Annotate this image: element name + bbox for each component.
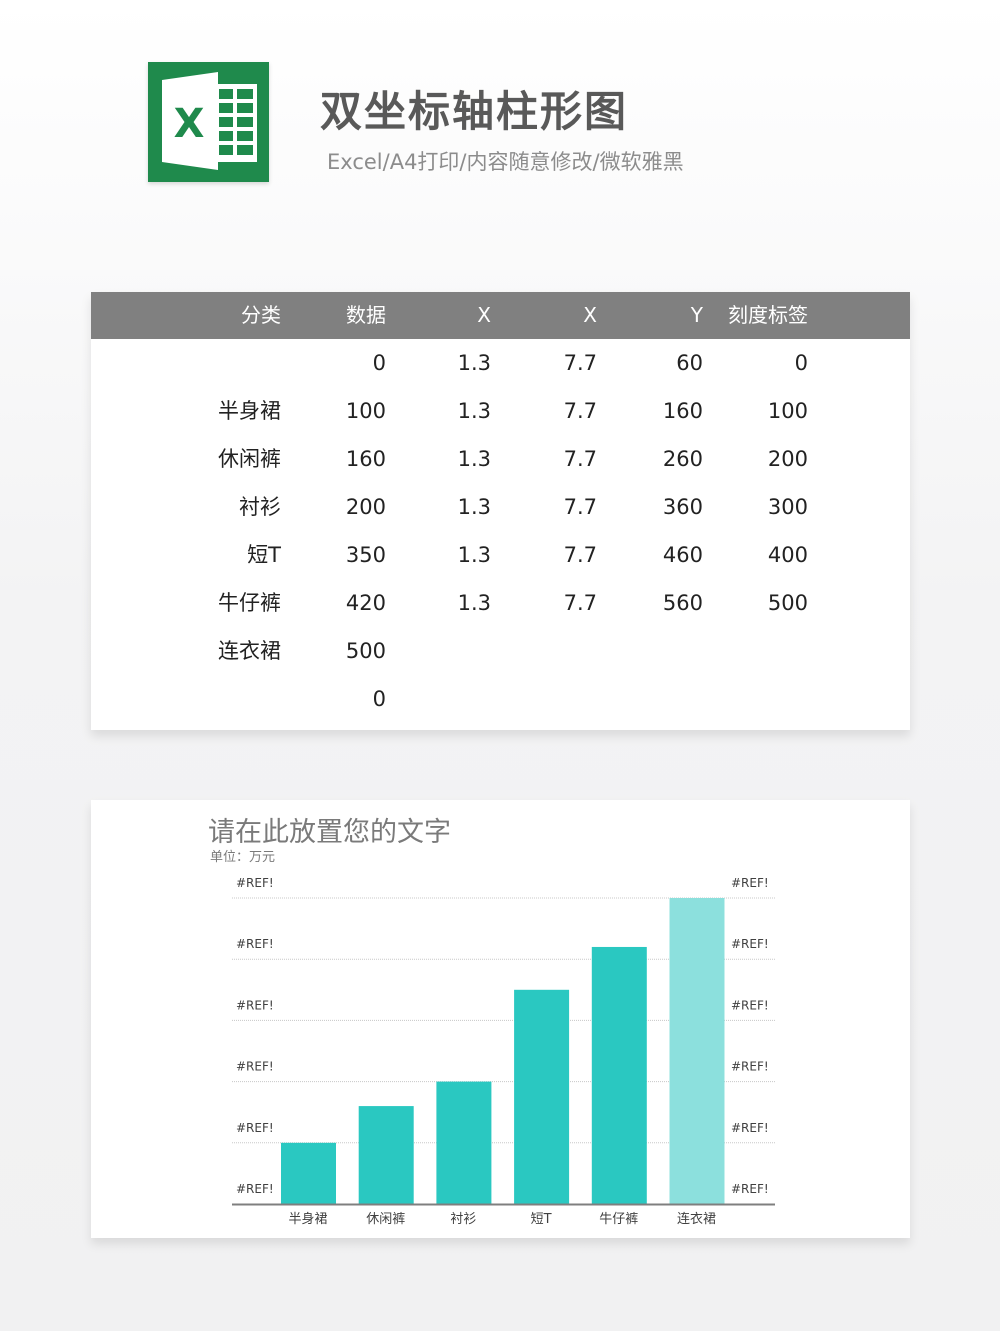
page-subtitle: Excel/A4打印/内容随意修改/微软雅黑 [327,150,684,174]
left-tick-label: #REF! [236,876,274,890]
x-tick-label: 休闲裤 [366,1212,405,1227]
bar[interactable] [591,946,647,1204]
data-table: 分类 数据 X X Y 刻度标签 0 1.3 7.7 60 0 半身裙 100 … [91,292,910,730]
bar-chart[interactable]: #REF! #REF! #REF! #REF! #REF! #REF! #REF! #REF!… [91,800,910,1238]
table-cell[interactable]: 100 [345,399,386,423]
right-tick-label: #REF! [731,1121,769,1135]
table-cell[interactable]: 460 [662,543,703,567]
header-cell-tick-label: 刻度标签 [728,303,808,327]
table-cell[interactable]: 半身裙 [218,399,281,423]
table-cell[interactable]: 360 [662,495,703,519]
left-tick-label: #REF! [236,1182,274,1196]
table-cell[interactable]: 350 [345,543,386,567]
header-cell-data: 数据 [346,303,386,327]
right-tick-label: #REF! [731,937,769,951]
x-tick-label: 短T [531,1212,552,1227]
table-cell[interactable]: 100 [767,399,808,423]
table-cell[interactable]: 1.3 [457,447,491,471]
table-cell[interactable]: 500 [345,639,386,663]
table-cell[interactable]: 7.7 [563,399,597,423]
table-cell[interactable]: 7.7 [563,591,597,615]
right-tick-label: #REF! [731,1060,769,1074]
excel-icon: X [162,72,257,170]
bar[interactable] [358,1106,414,1204]
x-tick-label: 半身裙 [288,1211,327,1227]
table-cell[interactable]: 0 [372,351,386,375]
header-cell-y: Y [690,303,703,327]
table-cell[interactable]: 7.7 [563,351,597,375]
x-tick-label: 连衣裙 [677,1211,716,1227]
table-cell[interactable]: 60 [676,351,703,375]
header-cell-x2: X [583,303,597,327]
table-cell[interactable]: 1.3 [457,399,491,423]
table-cell[interactable]: 500 [767,591,808,615]
table-cell[interactable]: 160 [345,447,386,471]
chart-panel[interactable]: 请在此放置您的文字 单位：万元 #REF! #REF! #REF! #REF! #REF… [91,800,910,1238]
table-cell[interactable]: 0 [794,351,808,375]
table-cell[interactable]: 260 [662,447,703,471]
bar[interactable] [436,1081,492,1204]
left-tick-label: #REF! [236,998,274,1012]
table-cell[interactable]: 1.3 [457,351,491,375]
table-cell[interactable]: 0 [372,687,386,711]
chart-title[interactable]: 请在此放置您的文字 [208,817,451,848]
header-cell-x1: X [477,303,491,327]
bar[interactable] [669,898,725,1204]
right-tick-label: #REF! [731,876,769,890]
table-header-row: 分类 数据 X X Y 刻度标签 [91,292,910,339]
left-tick-label: #REF! [236,1121,274,1135]
table-cell[interactable]: 300 [767,495,808,519]
table-cell[interactable]: 连衣裙 [218,639,281,663]
table-cell[interactable]: 短T [247,543,281,567]
header-cell-category: 分类 [241,303,281,327]
table-cell[interactable]: 400 [767,543,808,567]
left-tick-label: #REF! [236,1060,274,1074]
table-cell[interactable] [191,675,281,723]
table-cell[interactable]: 休闲裤 [218,447,281,471]
table-cell[interactable]: 560 [662,591,703,615]
right-tick-label: #REF! [731,1182,769,1196]
right-tick-label: #REF! [731,998,769,1012]
table-cell[interactable] [191,339,281,387]
table-cell[interactable]: 1.3 [457,543,491,567]
table-cell[interactable]: 衬衫 [239,495,281,519]
table-cell[interactable]: 1.3 [457,591,491,615]
table-cell[interactable]: 160 [662,399,703,423]
excel-logo: X [148,62,269,182]
page-title: 双坐标轴柱形图 [320,87,629,136]
x-tick-label: 衬衫 [450,1212,476,1227]
bar[interactable] [281,1142,336,1204]
excel-letter: X [174,101,205,147]
table-cell[interactable]: 200 [767,447,808,471]
left-tick-label: #REF! [236,937,274,951]
table-cell[interactable]: 7.7 [563,447,597,471]
table-cell[interactable]: 200 [345,495,386,519]
table-cell[interactable]: 420 [345,591,386,615]
table-cell[interactable]: 1.3 [457,495,491,519]
table-cell[interactable]: 牛仔裤 [218,591,281,615]
bar[interactable] [514,989,570,1204]
chart-unit-label: 单位：万元 [210,850,276,865]
table-cell[interactable]: 7.7 [563,495,597,519]
table-cell[interactable]: 7.7 [563,543,597,567]
x-tick-label: 牛仔裤 [599,1212,638,1227]
